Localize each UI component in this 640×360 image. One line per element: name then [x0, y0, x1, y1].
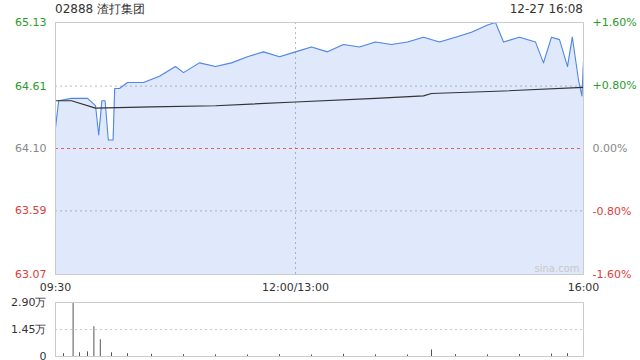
svg-text:63.07: 63.07	[15, 268, 47, 281]
svg-text:16:00: 16:00	[568, 281, 600, 294]
svg-text:+1.60%: +1.60%	[593, 18, 637, 29]
svg-text:0: 0	[40, 350, 47, 360]
svg-text:63.59: 63.59	[15, 204, 47, 217]
svg-text:-1.60%: -1.60%	[593, 268, 632, 281]
svg-text:64.61: 64.61	[15, 80, 47, 93]
svg-text:2.90万: 2.90万	[11, 296, 47, 309]
svg-text:12:00/13:00: 12:00/13:00	[262, 281, 329, 294]
svg-text:0.00%: 0.00%	[593, 142, 628, 155]
svg-text:-0.80%: -0.80%	[593, 205, 632, 218]
html-text:12-27 16:08: 12-27 16:08	[509, 2, 583, 16]
html-text:02888 渣打集团: 02888 渣打集团	[55, 2, 145, 16]
svg-text:sina.com: sina.com	[535, 263, 580, 274]
svg-text:1.45万: 1.45万	[11, 323, 47, 336]
svg-text:64.10: 64.10	[15, 142, 47, 155]
svg-text:+0.80%: +0.80%	[593, 79, 637, 92]
svg-text:09:30: 09:30	[40, 281, 72, 294]
svg-text:65.13: 65.13	[15, 18, 47, 29]
